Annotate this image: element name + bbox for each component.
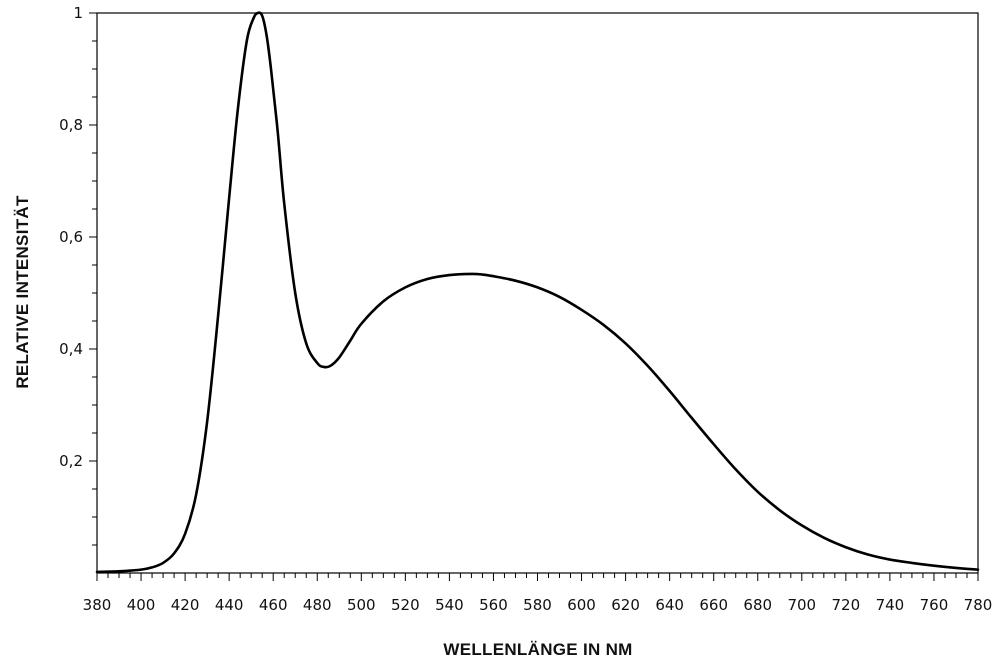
ticks: 380 400 420 440 460 480 500 520 540 560 580 600 620 6… — [59, 4, 992, 614]
x-tick-label: 380 — [83, 596, 112, 614]
x-tick-label: 420 — [171, 596, 200, 614]
x-tick-label: 680 — [743, 596, 772, 614]
axes — [96, 12, 979, 574]
x-tick-label: 480 — [303, 596, 332, 614]
y-tick-label: 0,8 — [59, 116, 83, 134]
x-tick-label: 520 — [391, 596, 420, 614]
x-tick-label: 440 — [215, 596, 244, 614]
x-axis-title: WELLENLÄNGE IN NM — [443, 640, 632, 659]
x-tick-label: 560 — [479, 596, 508, 614]
x-tick-label: 600 — [567, 596, 596, 614]
x-tick-label: 580 — [523, 596, 552, 614]
x-tick-label: 640 — [655, 596, 684, 614]
x-tick-label: 620 — [611, 596, 640, 614]
y-tick-label: 0,2 — [59, 452, 83, 470]
x-tick-label: 400 — [127, 596, 156, 614]
series-line-0 — [95, 11, 980, 574]
x-tick-label: 660 — [699, 596, 728, 614]
x-tick-label: 460 — [259, 596, 288, 614]
x-tick-label: 720 — [832, 596, 861, 614]
y-tick-label: 0,6 — [59, 228, 83, 246]
x-tick-label: 740 — [876, 596, 905, 614]
series — [95, 11, 980, 574]
x-tick-label: 760 — [920, 596, 949, 614]
y-tick-label: 0,4 — [59, 340, 83, 358]
x-tick-label: 700 — [787, 596, 816, 614]
y-tick-label: 1 — [73, 4, 83, 22]
y-axis-title: RELATIVE INTENSITÄT — [13, 195, 32, 389]
x-tick-label: 500 — [347, 596, 376, 614]
x-tick-label: 540 — [435, 596, 464, 614]
x-tick-label: 780 — [964, 596, 993, 614]
plot-frame — [96, 12, 979, 574]
